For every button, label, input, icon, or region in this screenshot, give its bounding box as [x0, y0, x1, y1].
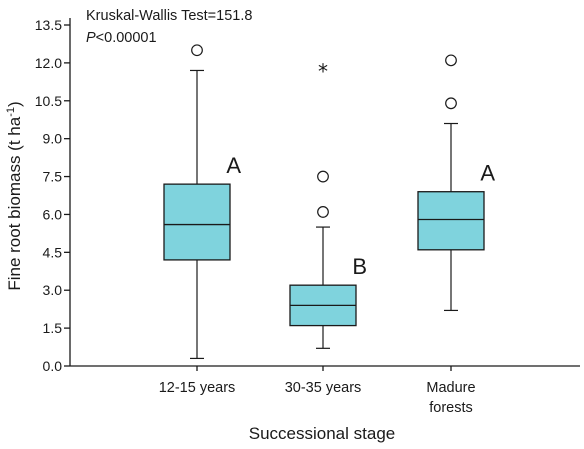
boxes: A*BA — [163, 44, 495, 360]
p-value-annotation: P<0.00001 — [86, 30, 157, 46]
y-tick-label: 12.0 — [35, 55, 62, 71]
p-value: <0.00001 — [96, 30, 157, 46]
box-group: *B — [289, 59, 367, 349]
x-tick-label: forests — [429, 400, 473, 416]
outlier-point — [317, 206, 329, 218]
outlier-point — [445, 97, 457, 110]
x-axis-title: Successional stage — [249, 424, 395, 443]
kruskal-wallis-annotation: Kruskal-Wallis Test=151.8 — [86, 8, 252, 24]
axes: 0.0 1.5 3.0 4.5 6.0 7.5 9.0 10.5 12.0 13.5 12-15 y… — [35, 17, 580, 416]
y-tick-label: 3.0 — [43, 282, 63, 298]
x-tick-label: 30-35 years — [285, 380, 362, 396]
y-tick-label: 0.0 — [43, 358, 63, 374]
x-tick-label: Madure — [426, 380, 475, 396]
box-group: A — [163, 44, 241, 360]
significance-letter: A — [480, 161, 495, 186]
outlier-point — [445, 54, 457, 67]
x-tick-label: 12-15 years — [159, 380, 236, 396]
iqr-box — [417, 191, 485, 251]
y-tick-label: 1.5 — [43, 320, 63, 336]
box-group: A — [417, 54, 495, 312]
y-axis-title-main: Fine root biomass (t ha — [5, 116, 24, 290]
extreme-point: * — [318, 59, 328, 83]
p-symbol: P — [86, 30, 96, 46]
y-tick-label: 13.5 — [35, 17, 62, 33]
significance-letter: A — [226, 153, 241, 178]
y-tick-label: 10.5 — [35, 93, 62, 109]
y-axis-title-superscript: -1 — [5, 107, 17, 117]
y-tick-label: 9.0 — [43, 131, 63, 147]
y-tick-label: 6.0 — [43, 206, 63, 222]
outlier-point — [191, 44, 203, 57]
y-tick-label: 7.5 — [43, 169, 63, 185]
y-axis-title-end: ) — [5, 101, 24, 107]
outlier-point — [317, 170, 329, 183]
significance-letter: B — [352, 254, 367, 279]
iqr-box — [163, 183, 231, 261]
y-axis-title: Fine root biomass (t ha-1) — [5, 101, 24, 290]
y-tick-label: 4.5 — [43, 244, 63, 260]
